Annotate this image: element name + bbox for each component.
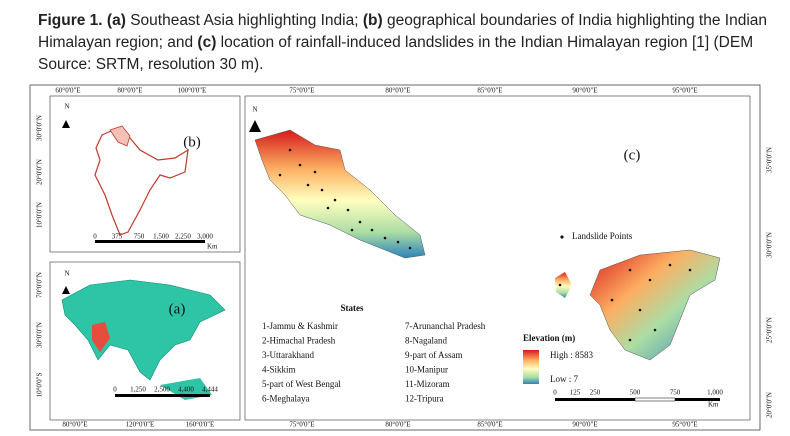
panel-b-border xyxy=(49,95,241,253)
scale-label: 500 xyxy=(630,389,641,397)
right-tick-label: 35°0'0"N xyxy=(766,147,774,173)
asia-shape xyxy=(61,279,226,381)
panel-a-border xyxy=(49,261,241,421)
left-tick-label: 30°0'0"N xyxy=(36,322,44,348)
left-tick-label: 10°0'0"N xyxy=(36,202,44,228)
scale-label: 0 xyxy=(553,389,557,397)
north-arrow xyxy=(62,286,70,294)
bottom-tick-label: 90°0'0"E xyxy=(572,421,597,429)
elevation-high: High : 8583 xyxy=(550,350,594,360)
india-outline xyxy=(94,127,189,236)
panel-label: (a) xyxy=(169,301,186,317)
caption-segment: (b) xyxy=(362,12,383,29)
scale-label: 750 xyxy=(134,233,145,241)
left-tick-label: 10°0'0"S xyxy=(36,372,44,397)
bottom-tick-label: 80°0'0"E xyxy=(62,421,87,429)
western-himalaya-dem xyxy=(254,129,426,259)
state-item: 2-Himachal Pradesh xyxy=(262,336,336,346)
scale-label: 4,400 xyxy=(178,386,194,394)
top-tick-label: 85°0'0"E xyxy=(477,87,502,95)
right-tick-label: 25°0'0"N xyxy=(766,317,774,343)
scale-bar xyxy=(115,394,210,397)
scale-label: 4,444 xyxy=(202,386,218,394)
top-tick-label: 90°0'0"E xyxy=(572,87,597,95)
top-tick-label: 75°0'0"E xyxy=(289,87,314,95)
top-tick-label: 100°0'0"E xyxy=(178,87,207,95)
scale-label: 0 xyxy=(93,233,97,241)
state-item: 10-Manipur xyxy=(405,365,448,375)
northeast-dem xyxy=(589,249,721,361)
state-item: 1-Jammu & Kashmir xyxy=(262,321,338,331)
state-item: 8-Nagaland xyxy=(405,336,447,346)
panel-label: (c) xyxy=(624,147,641,163)
legend-label: Landslide Points xyxy=(572,231,633,241)
state-item: 12-Tripura xyxy=(405,394,444,404)
scale-label: 375 xyxy=(112,233,123,241)
scale-unit: Km xyxy=(708,401,719,409)
right-tick-label: 30°0'0"N xyxy=(766,232,774,258)
state-item: 7-Arunanchal Pradesh xyxy=(405,321,486,331)
state-item: 5-part of West Bengal xyxy=(262,379,341,389)
states-title: States xyxy=(341,303,364,313)
panel-label: (b) xyxy=(183,134,201,150)
north-label: N xyxy=(252,106,257,114)
left-tick-label: 70°0'0"N xyxy=(36,272,44,298)
caption-segment: (a) xyxy=(106,12,126,29)
bottom-tick-label: 95°0'0"E xyxy=(672,421,697,429)
sikkim-dem xyxy=(555,272,572,298)
caption-segment: location of rainfall-induced landslides … xyxy=(38,34,754,73)
landslide-dots xyxy=(278,148,692,342)
state-item: 4-Sikkim xyxy=(262,365,296,375)
scale-label: 1,500 xyxy=(153,233,169,241)
bottom-tick-label: 85°0'0"E xyxy=(477,421,502,429)
caption-segment: Southeast Asia highlighting India; xyxy=(130,12,359,29)
scale-label: 250 xyxy=(590,389,601,397)
right-tick-label: 20°0'0"N xyxy=(766,392,774,418)
north-label: N xyxy=(64,103,69,111)
caption-segment: (c) xyxy=(197,34,217,51)
state-item: 6-Meghalaya xyxy=(262,394,309,404)
bottom-tick-label: 160°0'0"E xyxy=(186,421,215,429)
north-arrow xyxy=(62,120,70,128)
bottom-tick-label: 120°0'0"E xyxy=(126,421,155,429)
elevation-title: Elevation (m) xyxy=(523,333,575,343)
india-shape xyxy=(92,322,110,352)
scale-bar-segment xyxy=(634,397,676,402)
frame xyxy=(29,84,761,431)
scale-label: 0 xyxy=(113,386,117,394)
bottom-tick-label: 75°0'0"E xyxy=(289,421,314,429)
panel-c-border xyxy=(244,95,751,421)
caption-segment: Figure 1. xyxy=(38,12,103,29)
state-item: 9-part of Assam xyxy=(405,350,463,360)
himalaya-region xyxy=(109,125,131,147)
scale-label: 1,000 xyxy=(707,389,723,397)
north-label: N xyxy=(64,270,69,278)
scale-unit: Km xyxy=(207,243,218,251)
scale-label: 2,250 xyxy=(175,233,191,241)
top-tick-label: 80°0'0"E xyxy=(117,87,142,95)
scale-label: 125 xyxy=(570,389,581,397)
state-item: 3-Uttarakhand xyxy=(262,350,314,360)
top-tick-label: 60°0'0"E xyxy=(55,87,80,95)
scale-label: 3,000 xyxy=(197,233,213,241)
caption: Figure 1. (a) Southeast Asia highlightin… xyxy=(38,10,768,76)
top-tick-label: 95°0'0"E xyxy=(672,87,697,95)
left-tick-label: 30°0'0"N xyxy=(36,115,44,141)
scale-label: 1,250 xyxy=(130,386,146,394)
elevation-ramp xyxy=(523,350,539,384)
bottom-tick-label: 80°0'0"E xyxy=(385,421,410,429)
elevation-low: Low : 7 xyxy=(550,374,578,384)
scale-bar xyxy=(95,240,205,243)
north-arrow xyxy=(249,120,261,132)
state-item: 11-Mizoram xyxy=(405,379,450,389)
legend-dot xyxy=(560,235,564,239)
scale-label: 750 xyxy=(670,389,681,397)
top-tick-label: 80°0'0"E xyxy=(385,87,410,95)
caption-segment: geographical boundaries of India highlig… xyxy=(38,12,768,51)
left-tick-label: 20°0'0"N xyxy=(36,159,44,185)
scale-label: 2,500 xyxy=(154,386,170,394)
